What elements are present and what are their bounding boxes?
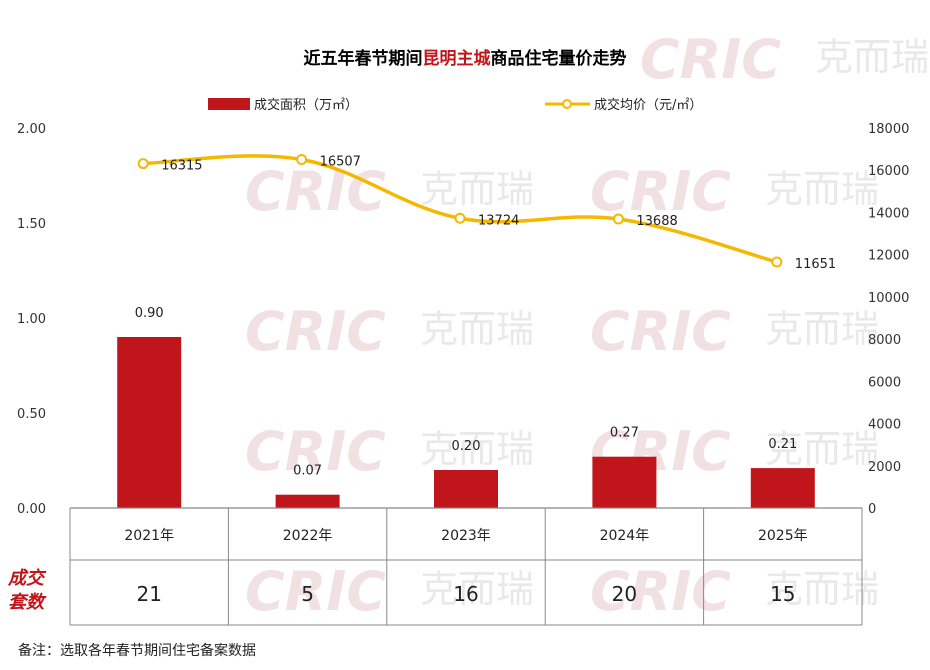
- price-data-label: 11651: [795, 257, 836, 272]
- watermark-text: 克而瑞: [765, 427, 879, 471]
- legend-label-line: 成交均价（元/㎡）: [594, 97, 702, 113]
- bar: [117, 337, 182, 508]
- category-label: 2022年: [283, 528, 333, 544]
- price-point: [612, 213, 624, 225]
- price-point: [454, 212, 466, 224]
- right-axis-tick: 0: [868, 502, 876, 517]
- price-data-label: 16507: [320, 155, 361, 170]
- right-axis-tick: 12000: [868, 249, 909, 264]
- bar: [750, 468, 815, 508]
- bar: [592, 456, 657, 508]
- price-point: [137, 158, 149, 170]
- watermark-logo: CRIC: [245, 300, 386, 363]
- price-data-label: 13724: [478, 213, 519, 228]
- category-label: 2021年: [124, 528, 174, 544]
- footnote: 备注：选取各年春节期间住宅备案数据: [18, 643, 256, 659]
- right-axis-tick: 6000: [868, 375, 901, 390]
- left-axis-tick: 2.00: [17, 122, 46, 137]
- bar-data-label: 0.20: [452, 439, 481, 454]
- right-axis-tick: 10000: [868, 291, 909, 306]
- watermark-logo: CRIC: [590, 560, 731, 623]
- bar: [275, 494, 340, 508]
- watermark-text: 克而瑞: [815, 35, 929, 79]
- watermark-logo: CRIC: [590, 160, 731, 223]
- watermark-logo: CRIC: [245, 420, 386, 483]
- row-header-line2: 套数: [8, 592, 47, 613]
- axes: 0.00 0.50 1.00 1.50 2.00 0 2000 4000 6000 8000 100…: [17, 122, 909, 517]
- bar-data-label: 0.90: [135, 306, 164, 321]
- left-axis-tick: 1.50: [17, 217, 46, 232]
- left-axis-tick: 0.50: [17, 407, 46, 422]
- legend-swatch-bar: [208, 98, 250, 110]
- bar: [434, 470, 498, 508]
- legend: 成交面积（万㎡） 成交均价（元/㎡）: [208, 97, 702, 113]
- watermark-text: 克而瑞: [765, 307, 879, 351]
- bar-data-label: 0.07: [293, 464, 322, 479]
- sales-count: 16: [453, 582, 478, 606]
- right-axis-tick: 16000: [868, 164, 909, 179]
- sales-count: 21: [136, 582, 161, 606]
- sales-count: 5: [301, 582, 314, 606]
- left-axis-tick: 0.00: [17, 502, 46, 517]
- watermark-text: 克而瑞: [420, 307, 534, 351]
- left-axis-tick: 1.00: [17, 312, 46, 327]
- category-label: 2024年: [600, 528, 650, 544]
- title-suffix: 商品住宅量价走势: [491, 48, 627, 69]
- bar-data-label: 0.21: [768, 437, 797, 452]
- line-series: 16315 16507 13724 13688 11651: [137, 154, 836, 272]
- price-data-label: 13688: [636, 214, 677, 229]
- watermark-text: 克而瑞: [420, 427, 534, 471]
- watermark-logo: CRIC: [245, 160, 386, 223]
- right-axis-tick: 14000: [868, 206, 909, 221]
- row-header-line1: 成交: [7, 568, 47, 589]
- right-axis-tick: 8000: [868, 333, 901, 348]
- sales-count: 20: [612, 582, 637, 606]
- right-axis-tick: 4000: [868, 418, 901, 433]
- watermark-text: 克而瑞: [420, 167, 534, 211]
- right-axis-tick: 2000: [868, 460, 901, 475]
- bar-series: 0.90 0.07 0.20 0.27 0.21: [117, 306, 815, 508]
- right-axis-tick: 18000: [868, 122, 909, 137]
- category-label: 2023年: [441, 528, 491, 544]
- watermark-logo: CRIC: [590, 300, 731, 363]
- legend-swatch-marker: [562, 99, 572, 109]
- legend-label-bar: 成交面积（万㎡）: [254, 97, 358, 113]
- watermark-text: 克而瑞: [765, 167, 879, 211]
- price-point: [771, 256, 783, 268]
- price-point: [296, 154, 308, 166]
- sales-count: 15: [770, 582, 795, 606]
- watermark-text: 克而瑞: [420, 567, 534, 611]
- price-data-label: 16315: [161, 159, 202, 174]
- title-prefix: 近五年春节期间: [304, 48, 423, 69]
- chart-title: 近五年春节期间昆明主城商品住宅量价走势: [304, 48, 627, 69]
- bar-data-label: 0.27: [610, 426, 639, 441]
- category-label: 2025年: [758, 528, 808, 544]
- watermark-layer: CRIC 克而瑞 CRIC 克而瑞 CRIC 克而瑞 CRIC 克而瑞 CRIC 克而瑞 CRIC 克…: [245, 28, 929, 623]
- title-highlight: 昆明主城: [423, 48, 491, 69]
- watermark-logo: CRIC: [245, 560, 386, 623]
- watermark-logo: CRIC: [640, 28, 781, 91]
- watermark-text: 克而瑞: [765, 567, 879, 611]
